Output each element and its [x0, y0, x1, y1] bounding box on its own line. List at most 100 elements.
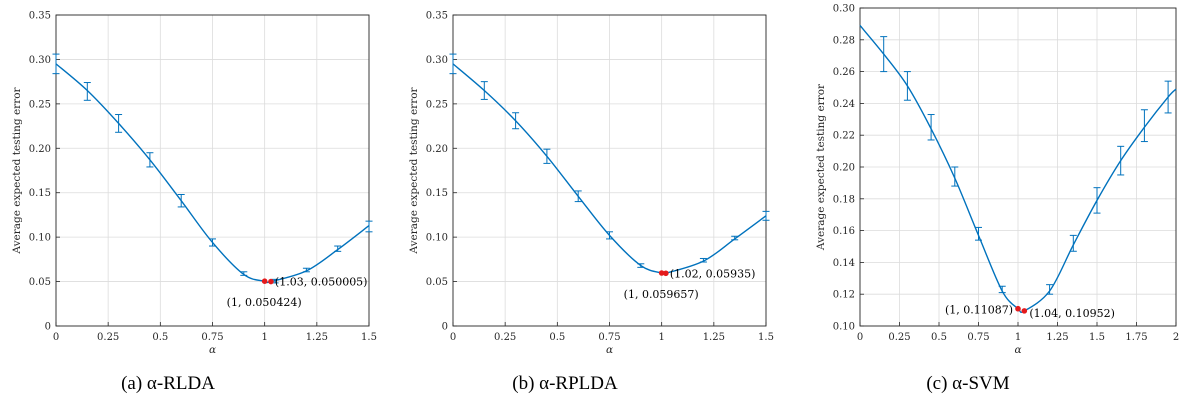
- y-tick-label: 0.10: [833, 322, 855, 333]
- y-tick-label: 0.30: [833, 4, 855, 15]
- error-bar: [1117, 145, 1125, 176]
- error-bar: [83, 82, 91, 101]
- y-tick-label: 0.20: [426, 144, 448, 155]
- point-label: (1.02, 0.05935): [670, 267, 756, 280]
- highlight-point: [1021, 308, 1028, 314]
- error-bar: [480, 81, 488, 100]
- chart-panel-2: 0 0.25 0.5 0.75 1 1.25 1.5 0 0.05 0.10 0.15 0.20 0.2…: [408, 11, 774, 395]
- highlight-point: [268, 278, 274, 285]
- y-tick-label: 0.26: [833, 67, 855, 78]
- error-bar: [606, 231, 613, 240]
- x-tick-label: 0: [450, 332, 456, 343]
- x-tick-label: 1.75: [1125, 332, 1147, 343]
- highlight-point: [658, 270, 665, 276]
- panel-caption: (a) α-RLDA: [121, 373, 215, 394]
- x-tick-label: 1.5: [361, 332, 377, 343]
- error-bar: [975, 226, 982, 241]
- highlight-point: [663, 270, 669, 277]
- y-tick-label: 0: [45, 322, 51, 333]
- x-tick-label: 1: [261, 332, 267, 343]
- x-tick-label: 1.5: [1089, 332, 1105, 343]
- error-bar: [699, 257, 707, 263]
- error-bar: [998, 285, 1006, 294]
- y-tick-label: 0.30: [29, 55, 51, 66]
- x-tick-label: 1.25: [703, 332, 725, 343]
- error-bar: [302, 267, 310, 273]
- y-tick-label: 0.20: [833, 163, 855, 174]
- point-label: (1, 0.11087): [945, 304, 1013, 317]
- panel-caption: (c) α-SVM: [926, 373, 1009, 394]
- plot-frame: [859, 7, 1177, 327]
- x-tick-label: 1: [1015, 332, 1021, 343]
- error-curve: [452, 63, 767, 276]
- error-bar: [762, 210, 770, 221]
- point-label: (1.03, 0.050005): [275, 276, 368, 289]
- error-bar: [880, 36, 888, 73]
- error-curve: [859, 25, 1177, 314]
- y-tick-label: 0.24: [833, 99, 855, 110]
- y-tick-label: 0.05: [426, 277, 448, 288]
- error-curve: [55, 63, 370, 284]
- x-tick-label: 0.75: [598, 332, 620, 343]
- x-tick-label: 0.75: [201, 332, 223, 343]
- y-tick-label: 0.15: [426, 188, 448, 199]
- x-tick-label: 1.25: [306, 332, 328, 343]
- error-bar: [637, 263, 645, 268]
- y-tick-label: 0.35: [426, 11, 448, 22]
- y-tick-label: 0: [442, 322, 448, 333]
- y-tick-label: 0.14: [833, 258, 855, 269]
- y-axis-label: Average expected testing error: [11, 86, 23, 254]
- error-bar: [334, 245, 342, 252]
- x-tick-label: 1.25: [1046, 332, 1068, 343]
- panel-caption: (b) α-RPLDA: [512, 373, 618, 394]
- plot-frame: [55, 14, 370, 327]
- y-axis-label: Average expected testing error: [408, 86, 420, 254]
- error-bar: [52, 53, 60, 75]
- error-bar: [177, 193, 185, 208]
- x-axis-label: α: [209, 344, 216, 356]
- error-bar: [951, 166, 959, 187]
- x-tick-label: 0.25: [97, 332, 119, 343]
- error-bar: [146, 152, 154, 168]
- y-tick-label: 0.10: [29, 233, 51, 244]
- error-bar: [209, 238, 216, 247]
- x-tick-label: 0.5: [549, 332, 565, 343]
- error-bar: [1069, 234, 1077, 252]
- error-bar: [240, 271, 248, 276]
- point-label: (1, 0.050424): [227, 296, 302, 309]
- x-tick-label: 0: [53, 332, 59, 343]
- x-tick-label: 0.25: [888, 332, 910, 343]
- y-tick-label: 0.25: [29, 99, 51, 110]
- plot-frame: [452, 14, 767, 327]
- x-axis-label: α: [1014, 344, 1021, 356]
- error-bar: [115, 114, 123, 133]
- error-bar: [543, 148, 551, 164]
- error-bar: [903, 71, 911, 101]
- error-bar: [365, 220, 373, 233]
- error-bar: [574, 190, 582, 203]
- y-tick-label: 0.18: [833, 194, 855, 205]
- y-tick-label: 0.20: [29, 144, 51, 155]
- x-tick-label: 1: [658, 332, 664, 343]
- x-tick-label: 0.25: [494, 332, 516, 343]
- y-axis-label: Average expected testing error: [815, 83, 827, 251]
- y-tick-label: 0.28: [833, 35, 855, 46]
- highlight-point: [1015, 305, 1021, 312]
- chart-panel-3: 0 0.25 0.5 0.75 1 1.25 1.5 1.75 2 0.10 0.12 0.14 0.1…: [815, 4, 1179, 395]
- y-tick-label: 0.12: [833, 290, 855, 301]
- y-tick-label: 0.15: [29, 188, 51, 199]
- x-tick-label: 1.5: [758, 332, 774, 343]
- x-tick-label: 0.5: [152, 332, 168, 343]
- error-bar: [927, 114, 935, 141]
- y-tick-label: 0.10: [426, 233, 448, 244]
- error-bar: [1164, 80, 1172, 114]
- x-axis-label: α: [606, 344, 613, 356]
- error-bar: [1093, 187, 1101, 214]
- y-tick-label: 0.35: [29, 11, 51, 22]
- x-tick-label: 0.75: [967, 332, 989, 343]
- x-tick-label: 0: [857, 332, 863, 343]
- error-bar: [1046, 284, 1054, 295]
- error-bar: [449, 53, 457, 75]
- y-tick-label: 0.25: [426, 99, 448, 110]
